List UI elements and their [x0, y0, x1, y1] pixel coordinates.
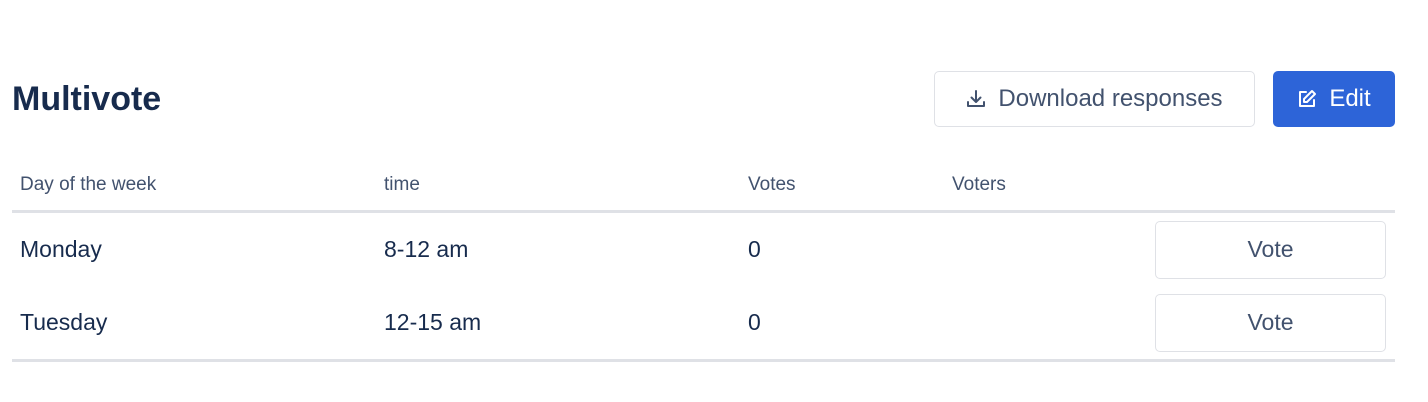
edit-icon: [1299, 90, 1317, 107]
header-time: time: [376, 160, 740, 213]
cell-voters: [944, 286, 1144, 362]
cell-day: Tuesday: [12, 286, 376, 362]
header-votes: Votes: [740, 160, 944, 213]
download-label: Download responses: [998, 85, 1223, 112]
vote-button[interactable]: Vote: [1155, 293, 1386, 352]
download-responses-button[interactable]: Download responses: [934, 71, 1255, 127]
cell-day: Monday: [20, 236, 102, 262]
edit-label: Edit: [1329, 85, 1371, 112]
table-row: Tuesday 12-15 am 0 Vote: [12, 286, 1395, 362]
header-actions: [1144, 160, 1395, 213]
cell-time: 12-15 am: [376, 286, 740, 362]
cell-time: 8-12 am: [384, 236, 469, 262]
cell-action: Vote: [1144, 212, 1395, 287]
page-title: Multivote: [12, 80, 162, 118]
cell-voters: [944, 212, 1144, 287]
edit-button[interactable]: Edit: [1273, 71, 1395, 127]
table-row: Monday 8-12 am 0 Vote: [12, 212, 1395, 287]
cell-votes: 0: [748, 236, 761, 262]
vote-button[interactable]: Vote: [1155, 220, 1386, 279]
votes-table: Day of the week time Votes Voters Monday…: [12, 160, 1395, 362]
cell-votes: 0: [740, 286, 944, 362]
header-day: Day of the week: [12, 160, 376, 213]
header-voters: Voters: [944, 160, 1144, 213]
table-header-row: Day of the week time Votes Voters: [12, 160, 1395, 213]
cell-action: Vote: [1144, 286, 1395, 362]
download-icon: [967, 90, 986, 107]
